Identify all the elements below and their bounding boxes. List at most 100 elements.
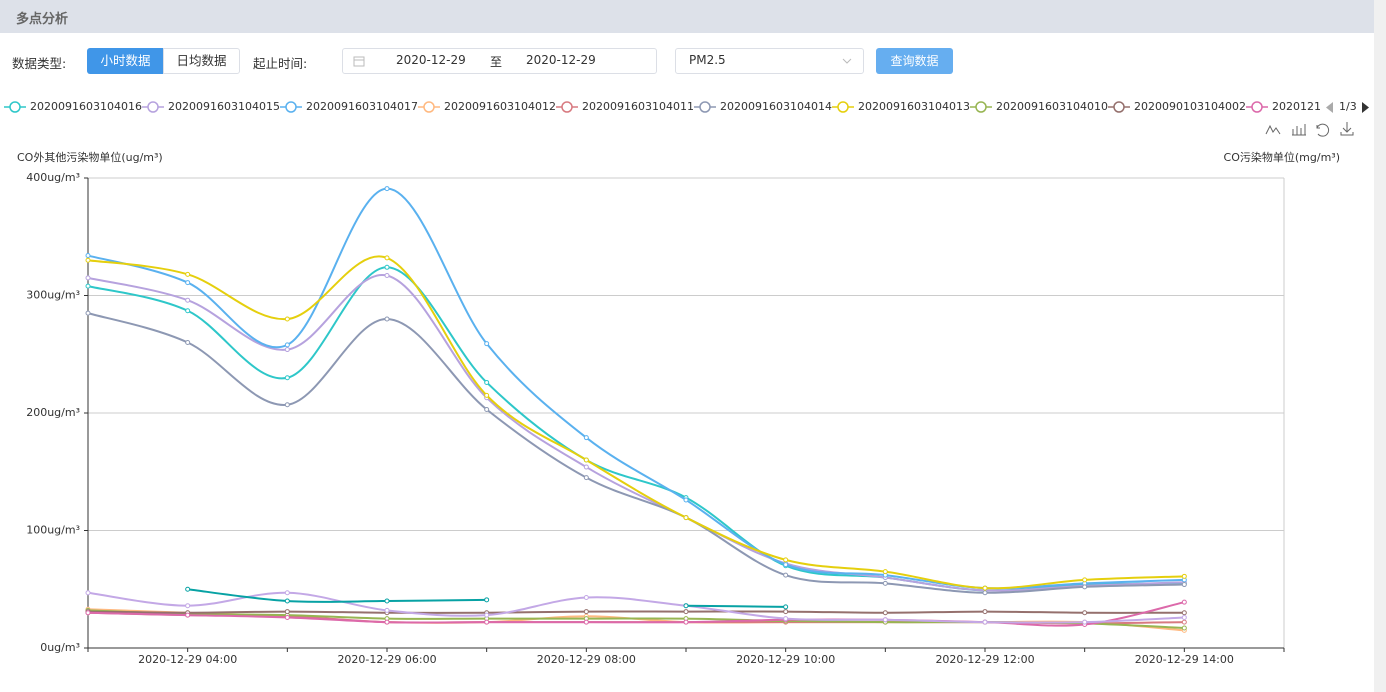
series-line (187, 588, 786, 608)
data-point (1181, 619, 1187, 625)
legend-page: 1/3 (1339, 100, 1357, 113)
data-point (783, 604, 789, 610)
data-point (583, 464, 589, 470)
x-tick-label: 2020-12-29 04:00 (138, 653, 237, 666)
legend-swatch (9, 101, 21, 113)
series-line (87, 609, 1185, 630)
data-point (982, 609, 988, 615)
data-point (1181, 625, 1187, 631)
data-point (284, 590, 290, 596)
y-tick-label: 200ug/m³ (26, 406, 80, 419)
time-label: 起止时间: (253, 56, 308, 71)
data-point (982, 585, 988, 591)
data-type-label: 数据类型: (12, 56, 67, 71)
legend-label: 2020091603104010 (996, 100, 1108, 113)
page-title: 多点分析 (16, 12, 69, 27)
y-tick-label: 400ug/m³ (26, 171, 80, 184)
data-point (683, 497, 689, 503)
legend-label: 2020091603104017 (306, 100, 418, 113)
data-point (882, 580, 888, 586)
date-separator: 至 (490, 55, 503, 69)
series-line (87, 274, 1185, 592)
bar-icon[interactable] (1292, 124, 1306, 136)
legend-label: 2020091603104013 (858, 100, 970, 113)
data-point (1082, 584, 1088, 590)
data-point (683, 515, 689, 521)
restore-icon[interactable] (1316, 123, 1330, 137)
data-point (185, 612, 191, 618)
data-point (783, 572, 789, 578)
end-date: 2020-12-29 (526, 53, 596, 67)
pollutant-select[interactable]: PM2.5 (675, 48, 864, 74)
data-point (185, 603, 191, 609)
scrollbar[interactable] (1374, 0, 1386, 692)
legend-label: 2020090103104002 (1134, 100, 1246, 113)
line-icon[interactable] (1265, 124, 1281, 135)
x-tick-label: 2020-12-29 06:00 (337, 653, 436, 666)
tab-daily[interactable]: 日均数据 (163, 48, 240, 74)
legend-swatch (1251, 101, 1263, 113)
data-point (284, 402, 290, 408)
data-point (384, 619, 390, 625)
data-point (185, 271, 191, 277)
data-point (1082, 577, 1088, 583)
data-point (185, 586, 191, 592)
data-point (384, 264, 390, 270)
tab-hourly[interactable]: 小时数据 (87, 48, 164, 74)
data-point (1082, 619, 1088, 625)
date-range[interactable]: 2020-12-29 至 2020-12-29 (342, 48, 657, 74)
legend-prev[interactable] (1326, 102, 1333, 113)
data-point (484, 597, 490, 603)
data-point (484, 612, 490, 618)
data-point (185, 308, 191, 314)
legend-label: 2020091603104012 (444, 100, 556, 113)
legend-swatch (423, 101, 435, 113)
data-point (484, 406, 490, 412)
data-point (484, 619, 490, 625)
legend-label: 2020091603104014 (720, 100, 832, 113)
data-point (484, 392, 490, 398)
y2-axis-title: CO污染物单位(mg/m³) (1224, 150, 1340, 164)
data-point (484, 379, 490, 385)
data-point (284, 609, 290, 615)
data-point (185, 340, 191, 345)
data-point (783, 557, 789, 563)
data-point (1181, 582, 1187, 588)
data-point (583, 435, 589, 441)
legend-swatch (147, 101, 159, 113)
series-line (87, 255, 1185, 590)
legend: 2020091603104016 2020091603104015 20200916… (4, 100, 1321, 113)
chart: 2020091603104016 2020091603104015 20200916… (4, 100, 1369, 666)
data-point (384, 598, 390, 604)
data-point (284, 614, 290, 620)
data-point (85, 283, 91, 289)
data-point (384, 316, 390, 322)
data-point (982, 590, 988, 596)
data-point (284, 375, 290, 381)
data-point (85, 253, 91, 259)
data-point (185, 280, 191, 286)
y-tick-label: 300ug/m³ (26, 289, 80, 302)
save-icon[interactable] (1340, 122, 1354, 136)
series-line (87, 610, 1185, 614)
pollutant-value: PM2.5 (689, 53, 726, 67)
data-point (1181, 573, 1187, 579)
series-line (87, 312, 1185, 594)
series-line (87, 187, 1185, 590)
data-point (683, 619, 689, 625)
y-axis-title: CO外其他污染物单位(ug/m³) (17, 150, 163, 164)
data-point (185, 297, 191, 303)
data-point (583, 457, 589, 463)
x-tick-label: 2020-12-29 10:00 (736, 653, 835, 666)
query-button[interactable]: 查询数据 (876, 48, 953, 74)
data-point (384, 273, 390, 279)
legend-label: 2020121 (1272, 100, 1321, 113)
data-point (1181, 614, 1187, 620)
legend-swatch (975, 101, 987, 113)
legend-next[interactable] (1362, 102, 1369, 113)
data-point (783, 562, 789, 568)
data-point (1082, 610, 1088, 616)
data-point (882, 617, 888, 623)
data-point (284, 598, 290, 604)
